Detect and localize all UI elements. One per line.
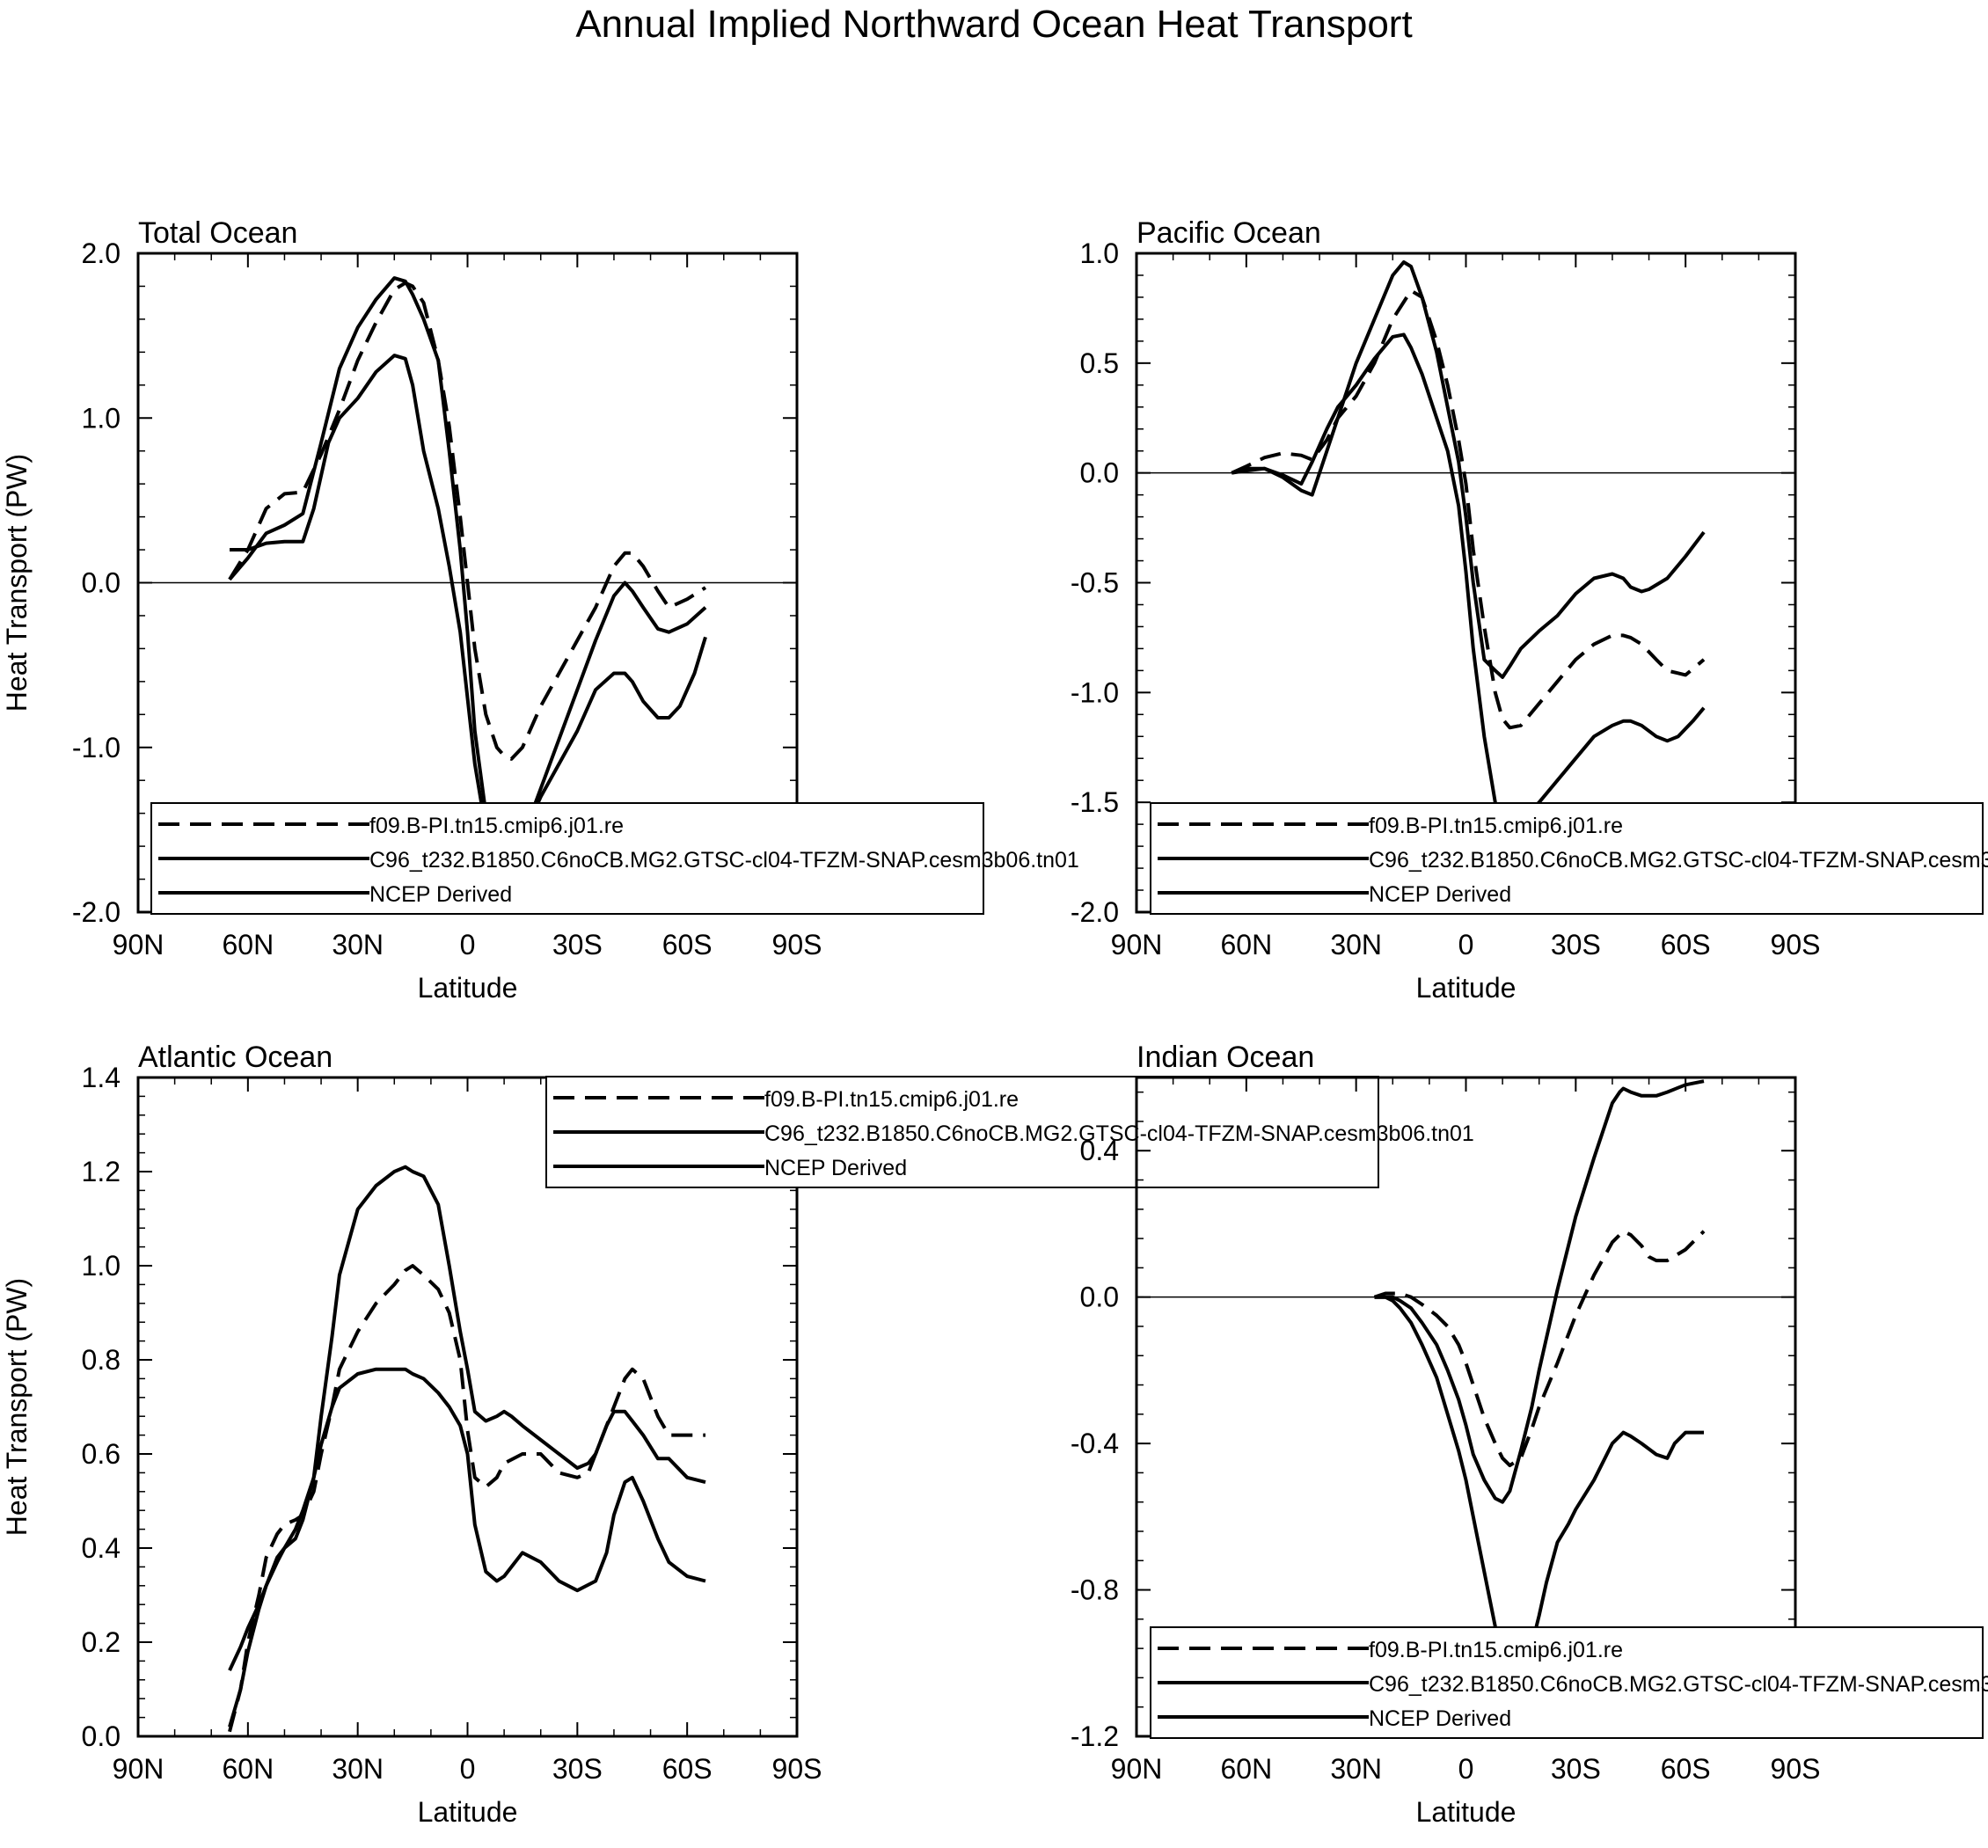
y-tick-label: -0.5: [1071, 567, 1119, 599]
legend-label: f09.B-PI.tn15.cmip6.j01.re: [369, 814, 624, 838]
x-tick-label: 0: [1458, 929, 1474, 961]
x-tick-label: 90N: [113, 929, 164, 961]
panel-title: Indian Ocean: [1137, 1041, 1314, 1074]
legend: f09.B-PI.tn15.cmip6.j01.re C96_t232.B1850…: [1150, 1626, 1988, 1739]
x-tick-label: 30S: [1551, 929, 1601, 961]
series-line-3: [230, 354, 707, 881]
x-tick-label: 30S: [1551, 1753, 1601, 1785]
y-tick-label: 1.4: [82, 1062, 121, 1093]
legend-label: f09.B-PI.tn15.cmip6.j01.re: [764, 1087, 1019, 1112]
legend-label: C96_t232.B1850.C6noCB.MG2.GTSC-cl04-TFZM…: [369, 848, 1079, 873]
x-tick-label: 60S: [1661, 929, 1711, 961]
y-tick-label: -1.5: [1071, 786, 1119, 818]
legend: f09.B-PI.tn15.cmip6.j01.re C96_t232.B1850…: [150, 802, 1079, 915]
y-tick-label: -1.0: [1071, 676, 1119, 708]
x-tick-label: 0: [460, 929, 476, 961]
legend-label: C96_t232.B1850.C6noCB.MG2.GTSC-cl04-TFZM…: [1369, 848, 1988, 873]
series-line-3: [1231, 332, 1706, 831]
legend-label: C96_t232.B1850.C6noCB.MG2.GTSC-cl04-TFZM…: [1369, 1672, 1988, 1697]
panel-title: Pacific Ocean: [1137, 216, 1321, 250]
series-line-1: [228, 1264, 705, 1733]
panel-atlantic-ocean: Atlantic Ocean 90N 60N 30N 0 30S 60S 90S 0.0 0.2 0…: [1, 1041, 1474, 1828]
x-axis-label: Latitude: [418, 972, 518, 1004]
y-tick-label: 1.0: [82, 1250, 121, 1282]
panel-indian-ocean: Indian Ocean 90N 60N 30N 0 30S 60S 90S -1.2 -0.8 -…: [1071, 1041, 1988, 1828]
y-tick-label: 0.0: [1080, 1282, 1119, 1313]
legend-label: NCEP Derived: [1369, 1706, 1511, 1731]
series-line-3: [228, 1367, 706, 1671]
y-axis-label: Heat Transport (PW): [1, 454, 33, 712]
x-tick-label: 90S: [772, 1753, 822, 1785]
legend-label: NCEP Derived: [764, 1156, 907, 1180]
y-tick-label: 1.2: [82, 1156, 121, 1187]
y-tick-label: -0.8: [1071, 1574, 1119, 1606]
x-tick-label: 30N: [332, 1753, 384, 1785]
x-tick-label: 0: [460, 1753, 476, 1785]
y-tick-label: -1.2: [1071, 1720, 1119, 1752]
series-line-2: [228, 1165, 706, 1727]
x-tick-label: 30N: [332, 929, 384, 961]
x-tick-label: 30S: [552, 1753, 603, 1785]
x-tick-label: 30S: [552, 929, 603, 961]
figure-title: Annual Implied Northward Ocean Heat Tran…: [575, 3, 1412, 46]
legend: f09.B-PI.tn15.cmip6.j01.re C96_t232.B1850…: [545, 1076, 1474, 1188]
y-axis-label: Heat Transport (PW): [1, 1278, 33, 1536]
series-line-1: [1373, 1229, 1706, 1468]
x-tick-label: 60N: [222, 929, 274, 961]
x-tick-label: 60S: [662, 929, 713, 961]
x-tick-label: 60S: [662, 1753, 713, 1785]
plot-frame: [136, 1076, 799, 1738]
y-tick-label: 0.6: [82, 1438, 121, 1470]
x-tick-label: 90N: [1111, 929, 1163, 961]
y-tick-label: 0.0: [82, 567, 121, 599]
x-tick-label: 60N: [1220, 929, 1272, 961]
x-tick-label: 90S: [1771, 929, 1821, 961]
y-tick-label: 1.0: [82, 402, 121, 434]
series-line-2: [1231, 260, 1706, 679]
x-tick-label: 60N: [222, 1753, 274, 1785]
y-tick-label: 0.2: [82, 1626, 121, 1658]
panel-title: Total Ocean: [138, 216, 297, 250]
series-line-1: [1231, 289, 1706, 730]
legend-label: NCEP Derived: [1369, 882, 1511, 907]
x-tick-label: 30N: [1330, 1753, 1382, 1785]
y-tick-label: -1.0: [72, 732, 121, 763]
panel-total-ocean: Total Ocean 90N 60N 30N 0 30S 60S 90S -2.0 -1.0 0.…: [1, 216, 1079, 1004]
y-tick-label: 0.8: [82, 1344, 121, 1376]
panel-title: Atlantic Ocean: [138, 1041, 333, 1074]
y-tick-label: -2.0: [1071, 896, 1119, 928]
y-tick-label: 0.4: [82, 1532, 121, 1564]
series-line-1: [228, 281, 707, 761]
panel-pacific-ocean: Pacific Ocean 90N 60N 30N 0 30S 60S 90S -2.0 -1.5…: [1071, 216, 1988, 1004]
y-tick-label: 0.5: [1080, 347, 1119, 379]
y-tick-label: 0.4: [1080, 1135, 1119, 1166]
x-tick-label: 90N: [1111, 1753, 1163, 1785]
x-tick-label: 60S: [1661, 1753, 1711, 1785]
legend-label: NCEP Derived: [369, 882, 512, 907]
y-tick-label: 0.0: [82, 1720, 121, 1752]
x-tick-label: 90S: [1771, 1753, 1821, 1785]
legend-label: f09.B-PI.tn15.cmip6.j01.re: [1369, 814, 1623, 838]
x-axis-label: Latitude: [1416, 1796, 1517, 1828]
x-tick-label: 90N: [113, 1753, 164, 1785]
series-line-2: [228, 276, 707, 865]
y-tick-label: -0.4: [1071, 1428, 1119, 1459]
series-line-2: [1374, 1079, 1705, 1504]
legend-label: f09.B-PI.tn15.cmip6.j01.re: [1369, 1638, 1623, 1662]
legend: f09.B-PI.tn15.cmip6.j01.re C96_t232.B1850…: [1150, 802, 1988, 915]
y-tick-label: 1.0: [1080, 237, 1119, 269]
x-axis-label: Latitude: [418, 1796, 518, 1828]
y-tick-label: -2.0: [72, 896, 121, 928]
legend-label: C96_t232.B1850.C6noCB.MG2.GTSC-cl04-TFZM…: [764, 1121, 1474, 1146]
y-tick-label: 0.0: [1080, 457, 1119, 489]
x-axis-label: Latitude: [1416, 972, 1517, 1004]
y-tick-label: 2.0: [82, 237, 121, 269]
x-tick-label: 0: [1458, 1753, 1474, 1785]
x-tick-label: 60N: [1220, 1753, 1272, 1785]
x-tick-label: 30N: [1330, 929, 1382, 961]
x-tick-label: 90S: [772, 929, 822, 961]
